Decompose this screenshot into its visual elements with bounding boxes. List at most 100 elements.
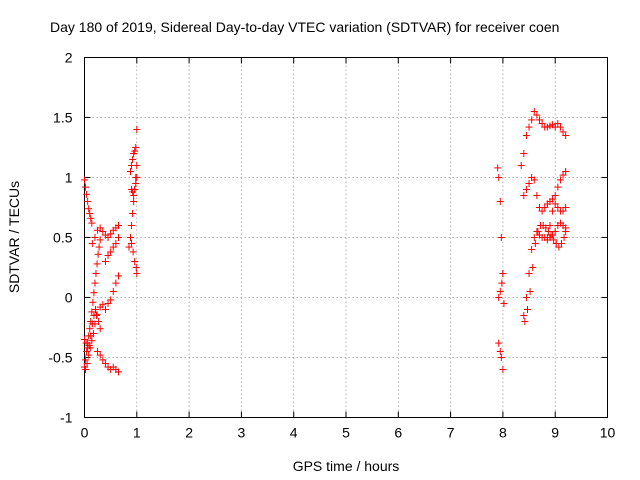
data-point: [104, 252, 112, 259]
data-point: [86, 210, 94, 217]
x-tick-label: 10: [600, 425, 616, 441]
data-point: [88, 219, 96, 227]
data-point: [132, 180, 140, 187]
data-point: [528, 116, 536, 124]
data-point: [128, 240, 136, 247]
x-tick-label: 3: [238, 425, 246, 441]
data-point: [96, 325, 104, 333]
data-point: [104, 234, 112, 241]
data-point: [95, 243, 103, 251]
data-point: [83, 360, 91, 367]
data-point: [562, 132, 570, 139]
data-point: [99, 356, 107, 364]
data-point: [555, 243, 563, 251]
data-point: [131, 147, 139, 155]
data-point: [87, 214, 95, 222]
data-point: [562, 168, 570, 175]
data-point: [496, 348, 504, 355]
y-tick-label: -0.5: [48, 350, 72, 366]
x-tick-label: 6: [394, 425, 402, 441]
data-point: [132, 144, 140, 151]
tick-layer: 0 1 2 3 4 5 6 7 8 9 10 -1 -0.5 0 0.5 1 1.5 2: [48, 50, 615, 441]
data-point: [91, 279, 99, 287]
data-point: [133, 270, 141, 277]
data-point: [84, 198, 92, 205]
data-point: [101, 306, 109, 313]
data-point: [517, 162, 525, 169]
data-point: [495, 174, 503, 181]
data-point: [538, 120, 546, 127]
data-point: [522, 186, 530, 193]
data-point: [125, 243, 133, 251]
data-point: [131, 186, 139, 193]
data-point: [104, 300, 112, 307]
y-tick-label: 1: [65, 170, 73, 186]
data-point: [554, 204, 562, 211]
data-point: [94, 348, 102, 355]
data-point: [560, 234, 568, 241]
y-tick-label: -1: [60, 410, 73, 426]
data-point: [129, 210, 137, 217]
data-point: [85, 351, 93, 359]
data-point: [495, 294, 503, 301]
y-tick-label: 0.5: [53, 230, 73, 246]
data-point: [93, 312, 101, 319]
data-point: [494, 164, 502, 172]
data-point: [520, 312, 528, 319]
data-point: [542, 224, 550, 232]
data-point: [557, 240, 565, 247]
data-point: [521, 318, 529, 325]
data-point: [538, 207, 546, 215]
x-tick-label: 9: [551, 425, 559, 441]
data-point: [82, 356, 90, 364]
data-point: [522, 132, 530, 139]
data-point: [81, 336, 88, 343]
data-point: [94, 250, 102, 258]
data-point: [495, 339, 503, 347]
data-point: [129, 248, 137, 256]
data-point: [133, 174, 141, 181]
data-point: [533, 192, 541, 199]
data-point: [525, 180, 533, 187]
data-point: [90, 289, 98, 297]
data-point: [549, 195, 557, 203]
data-point: [546, 222, 554, 229]
data-point: [526, 288, 534, 295]
data-point: [534, 228, 542, 235]
data-point: [107, 248, 115, 256]
data-point: [499, 366, 507, 373]
data-point: [99, 301, 107, 309]
data-point: [541, 204, 549, 211]
y-tick-label: 0: [65, 290, 73, 306]
data-point: [91, 306, 99, 313]
data-point: [549, 207, 557, 215]
x-tick-label: 7: [447, 425, 455, 441]
data-point: [498, 279, 506, 287]
data-point: [83, 348, 91, 355]
data-point: [96, 224, 104, 232]
x-tick-label: 0: [81, 425, 89, 441]
data-point: [109, 243, 117, 251]
data-point: [523, 306, 531, 313]
data-point: [86, 344, 94, 352]
data-point: [88, 337, 96, 345]
data-point: [96, 236, 104, 244]
data-point: [99, 228, 107, 235]
data-point: [559, 128, 567, 136]
data-point: [130, 192, 138, 199]
data-point: [114, 368, 122, 376]
data-point: [109, 288, 117, 295]
data-point: [127, 168, 135, 175]
data-point: [114, 234, 122, 241]
data-point: [114, 222, 122, 229]
data-point: [91, 234, 99, 241]
data-point: [96, 351, 104, 359]
data-point: [112, 240, 120, 247]
data-point: [499, 270, 507, 277]
data-point: [530, 108, 538, 115]
data-point: [112, 279, 120, 287]
data-point: [129, 156, 137, 163]
grid-layer: [84, 57, 608, 418]
data-point: [554, 183, 562, 191]
